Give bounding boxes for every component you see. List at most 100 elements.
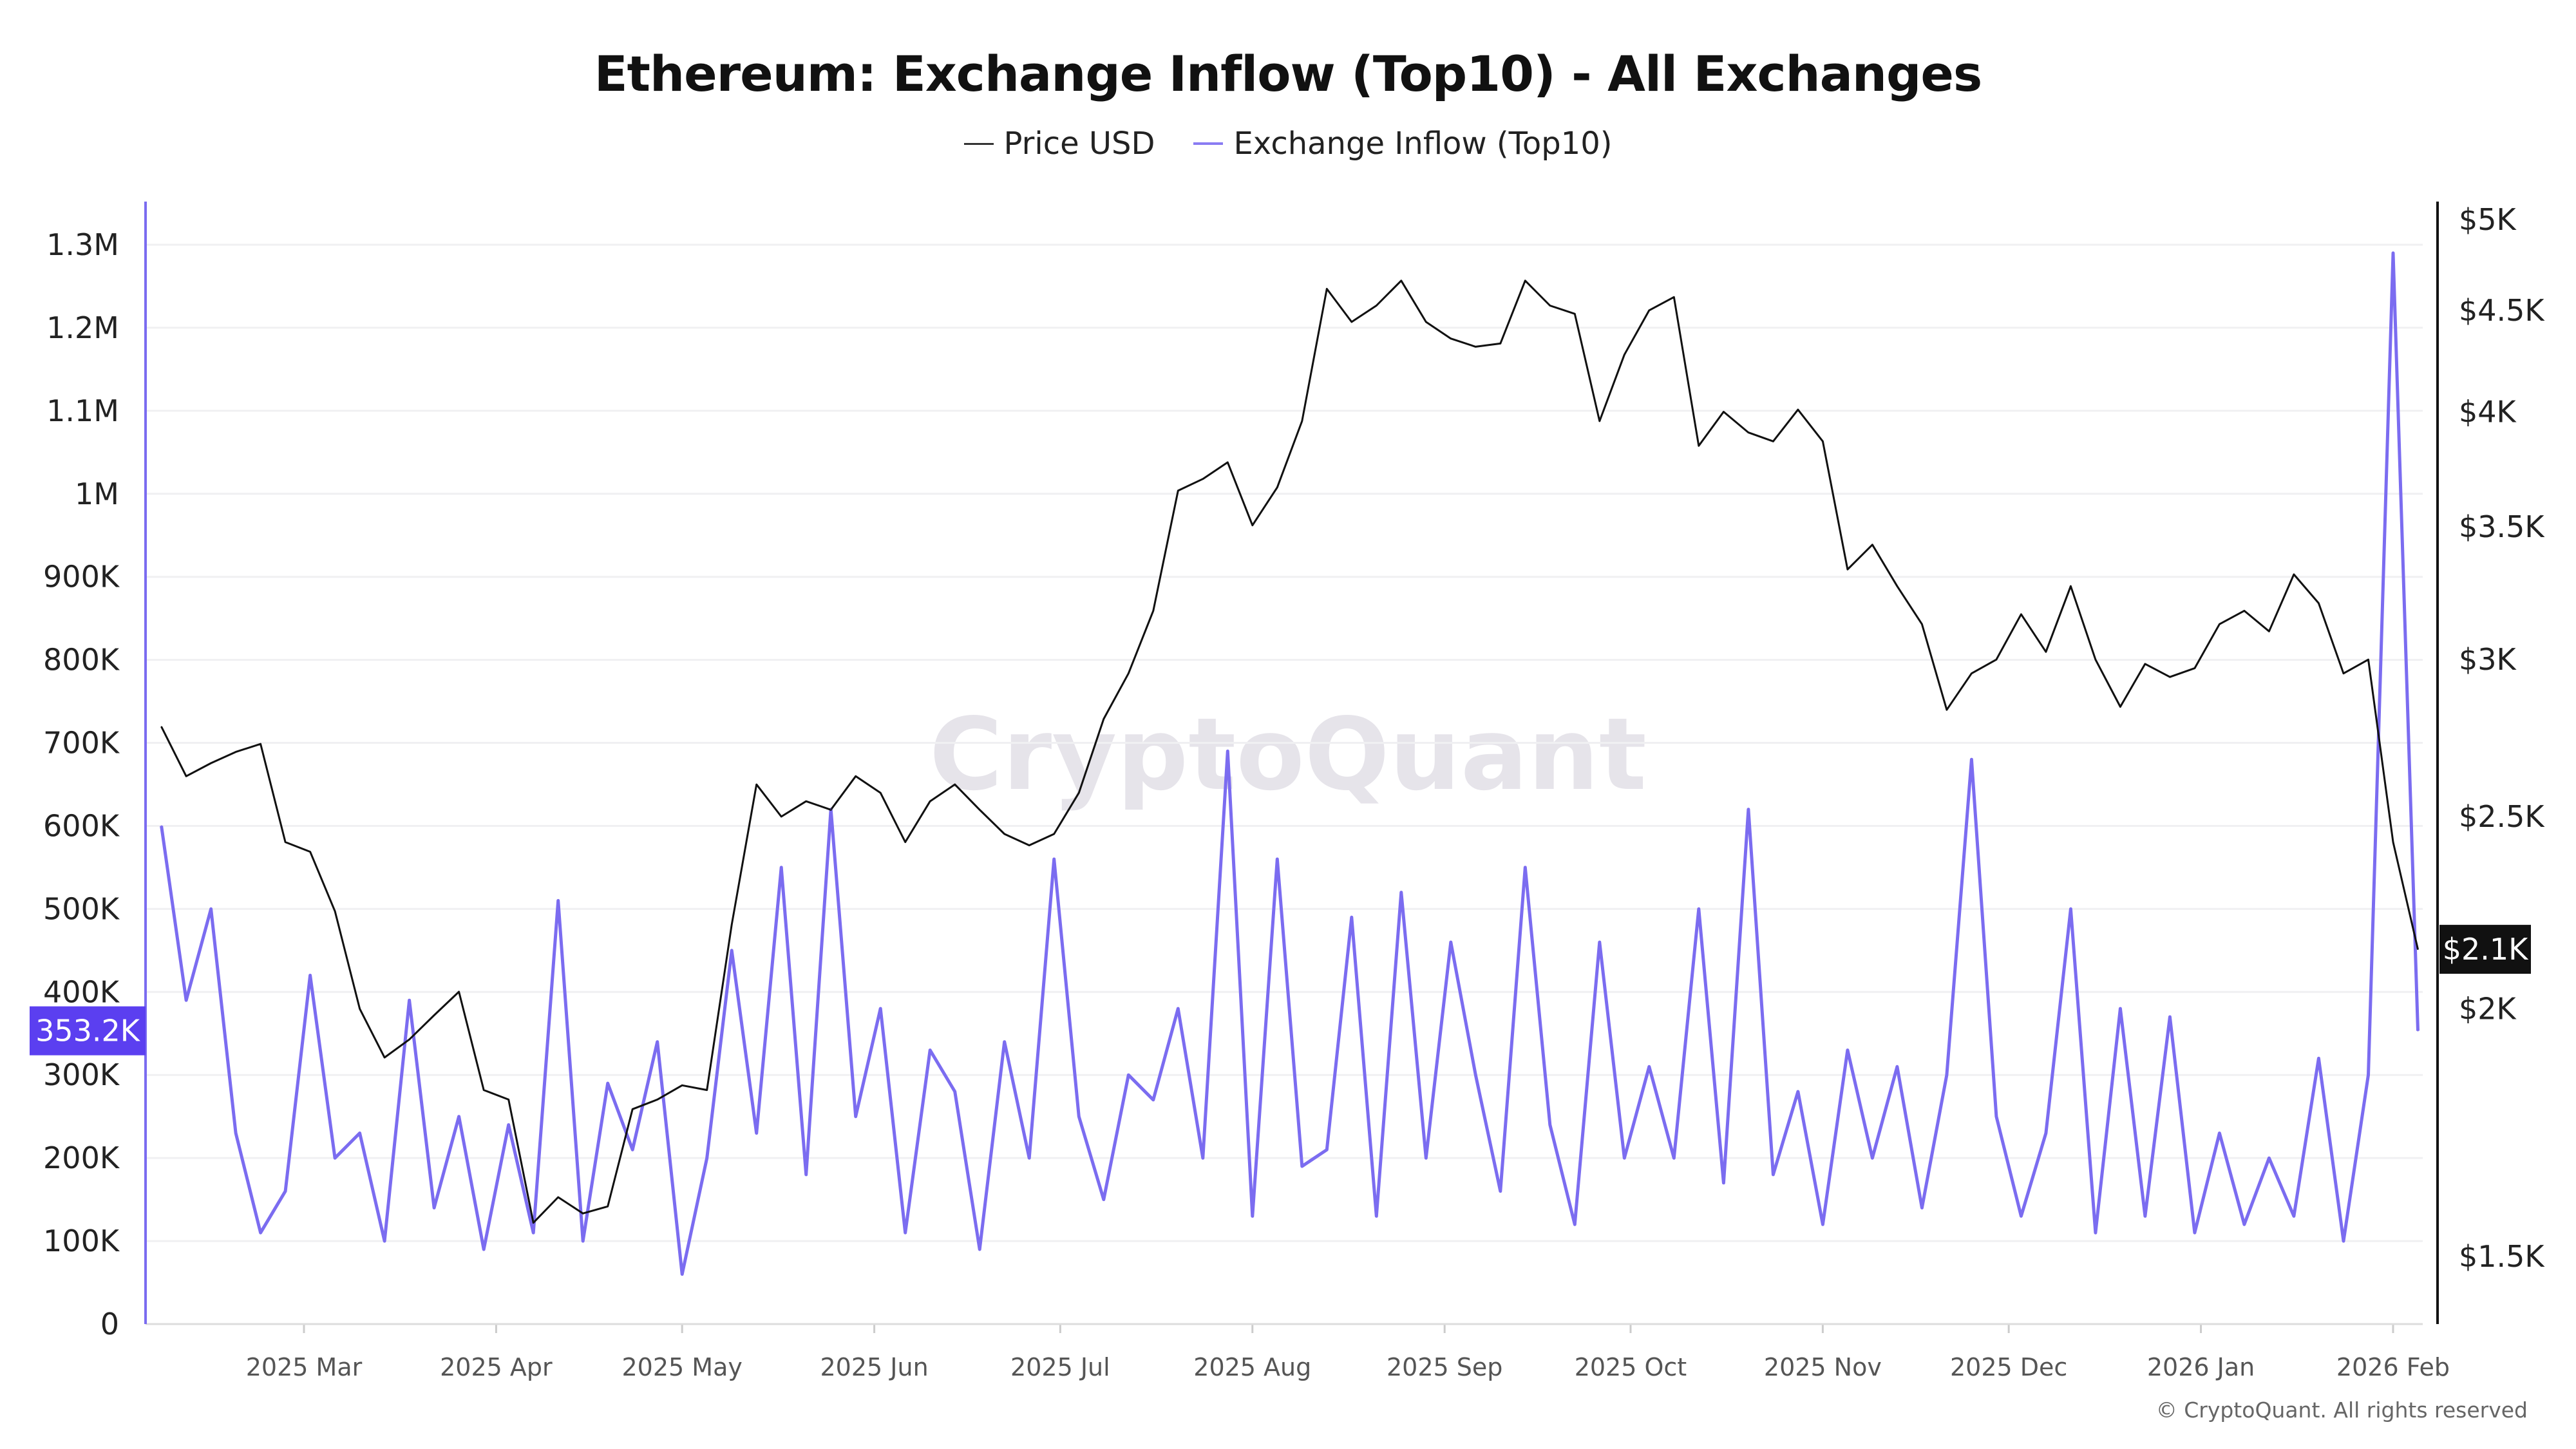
legend-item-inflow[interactable]: Exchange Inflow (Top10) [1193,126,1612,162]
price-point [1003,833,1005,835]
inflow-point [582,1240,584,1242]
x-tick-label: 2025 Aug [1193,1353,1311,1381]
inflow-point [1450,941,1452,943]
inflow-point [210,908,212,910]
price-point [1376,305,1378,307]
inflow-point [285,1190,287,1192]
series-line-price-usd[interactable] [160,279,2419,1224]
price-point [855,775,857,777]
inflow-point [1053,858,1055,860]
inflow-point [408,999,410,1001]
series-layer [160,251,2420,1276]
inflow-point [1227,750,1229,752]
price-point [1475,346,1477,348]
price-point [1871,544,1873,545]
inflow-point [1078,1115,1080,1117]
price-point [1624,354,1625,355]
price-point [2342,672,2344,674]
inflow-point [334,1157,336,1159]
inflow-point [1723,1182,1725,1184]
x-tick-label: 2025 Nov [1764,1353,1882,1381]
price-point [309,851,311,853]
price-point [880,792,882,794]
price-point [2367,659,2369,661]
inflow-point [1350,916,1352,918]
inflow-point [1896,1066,1898,1068]
price-point [1648,309,1650,311]
inflow-point [433,1207,435,1209]
inflow-point [2417,1030,2419,1032]
price-point [656,1099,658,1101]
inflow-point [805,1173,807,1175]
price-point [2193,667,2195,669]
left-tick-label: 500K [43,891,120,926]
price-point [2318,602,2320,604]
inflow-point [1971,759,1973,761]
inflow-point [1524,866,1526,868]
price-point [1400,279,1402,281]
watermark: CryptoQuant [929,696,1647,813]
price-point [1499,343,1501,345]
inflow-point [2144,1215,2146,1217]
price-point [334,910,336,912]
price-point [1053,833,1055,835]
axes [144,202,2439,1333]
x-tick-label: 2025 May [622,1353,743,1381]
inflow-point [880,1008,882,1010]
price-point [1276,486,1278,488]
inflow-point [1326,1149,1328,1151]
left-tick-label: 800K [43,643,120,677]
inflow-point [1028,1157,1030,1159]
right-tick-label: $4K [2459,394,2517,429]
left-tick-label: 1M [75,477,119,511]
inflow-point [160,825,162,827]
price-point [781,816,782,818]
price-point [2219,623,2221,625]
price-point [582,1213,584,1215]
inflow-point [359,1132,361,1134]
price-point [1202,478,1204,480]
inflow-point [557,900,559,902]
x-tick-label: 2025 Jun [820,1353,929,1381]
legend-label-price: Price USD [1003,126,1155,162]
right-tick-label: $3K [2459,642,2517,677]
inflow-point [1425,1157,1427,1159]
price-point [210,762,212,764]
right-tick-label: $5K [2459,202,2517,237]
price-point [731,923,733,925]
inflow-point [632,1149,634,1151]
inflow-point [1797,1091,1799,1093]
price-point [1301,420,1303,422]
inflow-point [2367,1074,2369,1076]
inflow-point [2119,1008,2121,1010]
legend-item-price[interactable]: Price USD [963,126,1155,162]
price-point [1698,445,1700,447]
x-tick-label: 2025 Mar [246,1353,363,1381]
inflow-point [1846,1049,1848,1051]
price-point [2094,659,2096,661]
price-point [483,1089,485,1091]
price-point [979,809,981,811]
inflow-point [384,1240,386,1242]
price-point [1971,672,1973,674]
chart-title: Ethereum: Exchange Inflow (Top10) - All … [594,45,1982,102]
copyright: © CryptoQuant. All rights reserved [2155,1397,2528,1423]
inflow-point [1152,1099,1154,1101]
inflow-point [1251,1215,1253,1217]
inflow-point [1624,1157,1625,1159]
inflow-point [1400,891,1402,893]
price-point [1227,461,1229,463]
inflow-point [2020,1215,2022,1217]
inflow-point [1276,858,1278,860]
price-point [1598,420,1600,422]
inflow-point [458,1115,460,1117]
price-point [1822,440,1824,442]
inflow-point [1871,1157,1873,1159]
price-point [954,784,956,786]
price-point [1450,337,1452,339]
price-point [2268,630,2270,632]
series-line-exchange-inflow[interactable] [160,251,2420,1276]
price-point [1152,610,1154,612]
inflow-point [1003,1041,1005,1043]
